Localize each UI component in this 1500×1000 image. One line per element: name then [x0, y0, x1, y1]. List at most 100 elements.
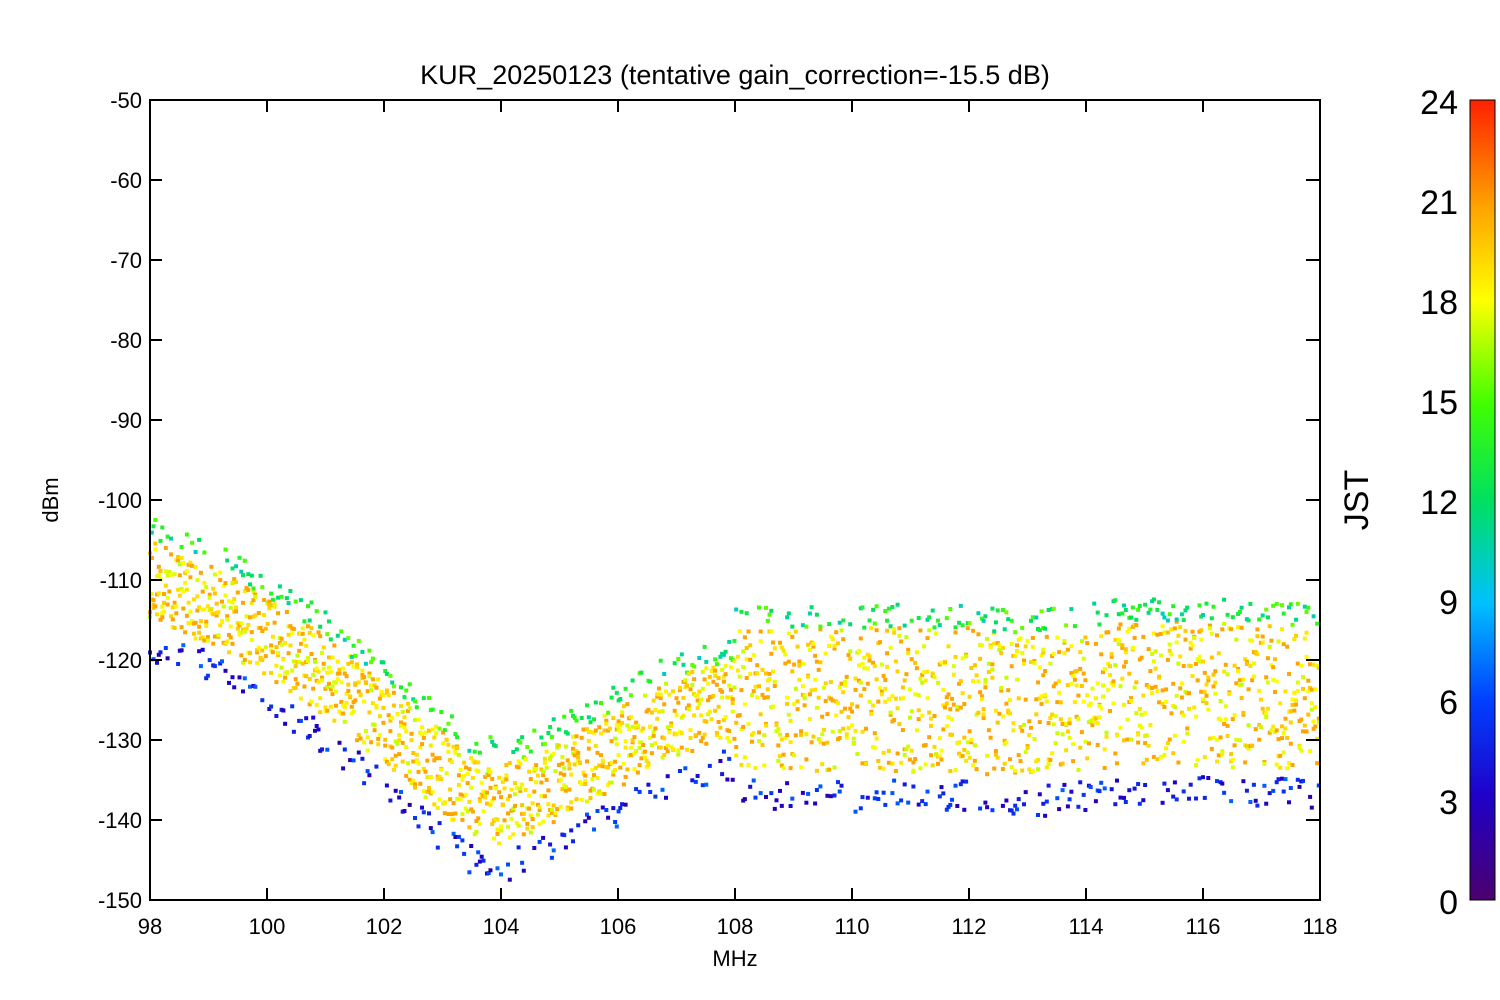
noise-point [1018, 636, 1023, 641]
noise-point [488, 802, 493, 807]
low-point [155, 660, 159, 665]
low-point [616, 809, 621, 814]
high-point [585, 703, 589, 708]
low-point [1172, 780, 1177, 785]
noise-point [927, 735, 932, 740]
noise-point [795, 644, 800, 649]
noise-point [906, 647, 911, 652]
noise-point [427, 786, 431, 790]
noise-point [1290, 763, 1295, 767]
noise-point [281, 679, 286, 684]
noise-point [762, 695, 767, 700]
x-tick-label: 110 [834, 914, 869, 939]
noise-point [205, 604, 210, 609]
low-point [1215, 779, 1219, 784]
low-point [304, 716, 309, 721]
noise-point [348, 694, 353, 699]
noise-point [176, 555, 181, 559]
noise-point [483, 774, 488, 779]
noise-point [525, 821, 530, 826]
noise-point [218, 578, 223, 583]
noise-point [1106, 630, 1111, 635]
noise-point [1283, 689, 1288, 694]
noise-point [625, 702, 630, 707]
noise-point [1002, 761, 1007, 766]
high-point [848, 622, 853, 627]
high-point [1095, 610, 1100, 615]
noise-point [451, 817, 456, 822]
noise-point [635, 723, 640, 728]
noise-point [897, 722, 902, 727]
noise-point [828, 634, 833, 639]
noise-point [1023, 697, 1028, 702]
high-point [286, 601, 291, 606]
noise-point [1099, 652, 1104, 657]
low-point [260, 698, 265, 703]
noise-point [509, 787, 514, 792]
noise-point [227, 650, 231, 655]
high-point [511, 750, 516, 754]
high-point [230, 566, 235, 571]
noise-point [1064, 721, 1069, 726]
high-point [549, 734, 554, 739]
noise-point [1158, 653, 1163, 658]
noise-point [750, 739, 754, 744]
high-point [307, 618, 312, 623]
noise-point [1076, 693, 1081, 698]
low-point [600, 805, 605, 810]
noise-point [727, 739, 732, 744]
noise-point [772, 646, 777, 651]
noise-point [399, 704, 403, 709]
noise-point [1116, 637, 1121, 642]
noise-point [953, 768, 958, 773]
noise-point [1155, 689, 1160, 693]
noise-point [355, 662, 360, 667]
high-point [1043, 626, 1048, 631]
noise-point [914, 728, 919, 733]
noise-point [711, 693, 716, 698]
noise-point [506, 824, 510, 829]
noise-point [535, 812, 540, 817]
noise-point [918, 676, 923, 681]
noise-point [546, 788, 551, 793]
colorbar-tick-label: 9 [1439, 584, 1458, 622]
noise-point [191, 597, 196, 602]
noise-point [1065, 647, 1070, 652]
noise-point [239, 621, 244, 626]
noise-point [262, 671, 267, 676]
low-point [393, 788, 398, 793]
high-point [885, 618, 890, 623]
noise-point [892, 627, 897, 631]
noise-point [211, 612, 216, 617]
noise-point [267, 606, 272, 611]
noise-point [183, 630, 188, 635]
x-tick-label: 112 [951, 914, 986, 939]
low-point [1132, 786, 1137, 791]
noise-point [1234, 737, 1239, 742]
noise-point [430, 752, 435, 757]
noise-point [704, 741, 709, 746]
noise-point [256, 611, 261, 615]
noise-point [562, 772, 567, 777]
high-point [269, 591, 274, 596]
noise-point [769, 629, 774, 633]
noise-point [932, 675, 937, 679]
low-point [462, 851, 467, 856]
noise-point [1169, 627, 1174, 632]
noise-point [1201, 697, 1205, 702]
noise-point [232, 597, 237, 601]
colorbar-tick-label: 12 [1420, 484, 1458, 522]
noise-point [648, 724, 653, 729]
noise-point [572, 753, 577, 758]
noise-point [476, 760, 481, 765]
noise-point [721, 679, 726, 684]
noise-point [860, 661, 865, 666]
noise-point [700, 686, 705, 691]
noise-point [1116, 642, 1121, 647]
noise-point [288, 643, 293, 648]
noise-point [1301, 675, 1305, 679]
noise-point [181, 589, 186, 594]
noise-point [418, 745, 423, 750]
high-point [992, 629, 997, 634]
noise-point [204, 623, 209, 628]
